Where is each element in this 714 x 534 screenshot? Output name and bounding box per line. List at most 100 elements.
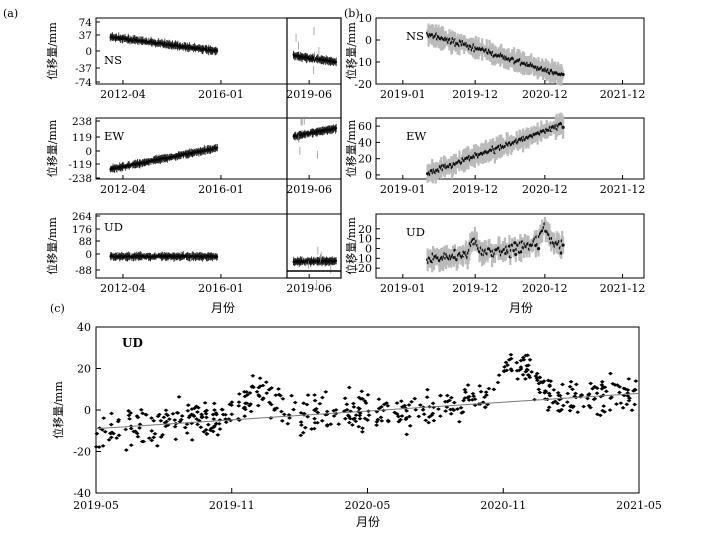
- c-UD-point: [412, 396, 418, 401]
- c-UD-point: [191, 406, 197, 411]
- c-UD-point: [357, 411, 363, 415]
- a-NS-point: [173, 44, 175, 47]
- c-UD-point: [374, 423, 379, 427]
- c-UD-point: [523, 353, 529, 358]
- c-UD-point: [223, 420, 229, 425]
- a-NS-point: [117, 37, 120, 39]
- c-UD-point: [178, 417, 184, 422]
- c-UD-point: [244, 390, 249, 394]
- a-NS-point: [142, 39, 144, 42]
- a-NS-point: [160, 41, 163, 44]
- c-UD-point: [128, 411, 134, 415]
- a-NS-point: [179, 46, 181, 49]
- c-UD-point: [535, 378, 540, 383]
- c-UD-point: [362, 416, 368, 421]
- c-UD-point: [201, 429, 207, 434]
- a-NS-point: [195, 46, 198, 48]
- c-UD-point: [360, 430, 365, 434]
- c-UD-point: [448, 407, 453, 412]
- c-UD-point: [223, 412, 228, 417]
- a-UD-point: [181, 256, 183, 258]
- c-UD-point: [356, 395, 362, 400]
- c-UD-point: [312, 420, 318, 425]
- c-UD-point: [216, 421, 222, 426]
- a-UD-ylabel: 位移量/mm: [45, 217, 59, 275]
- a-NS-point: [115, 36, 118, 39]
- c-UD-point: [256, 394, 262, 399]
- c-UD-point: [353, 413, 359, 417]
- c-UD-point: [196, 405, 201, 410]
- c-UD-point: [280, 397, 286, 401]
- a-EW-point: [198, 151, 200, 154]
- a-EW-point: [207, 148, 210, 150]
- c-UD-point: [328, 422, 334, 426]
- a-EW-point: [191, 152, 194, 155]
- b-EW-xtick-label: 2019-01: [380, 183, 426, 196]
- c-UD-point: [423, 418, 429, 423]
- c-UD-point: [607, 408, 613, 412]
- a-UD-point: [205, 256, 208, 259]
- c-UD-point: [588, 381, 594, 386]
- c-UD-point: [242, 414, 248, 418]
- c-UD-point: [482, 405, 488, 409]
- a-NS-point: [154, 41, 156, 44]
- a-EW-point: [165, 158, 168, 160]
- b-UD-axes-frame: [375, 213, 645, 279]
- c-UD-point: [594, 391, 600, 396]
- a-UD-point: [133, 254, 136, 257]
- a-UD-xtick-label: 2012-04: [100, 282, 146, 295]
- a-NS-ytick-label: -37: [75, 63, 92, 75]
- a-UD-point: [171, 256, 174, 258]
- c-UD-point: [448, 412, 454, 416]
- a-NS-axes-frame: [95, 17, 342, 85]
- a-EW-ylabel: 位移量/mm: [45, 119, 59, 177]
- c-UD-point: [575, 410, 581, 415]
- a-NS-point: [179, 44, 182, 47]
- c-UD-point: [108, 431, 114, 436]
- a-EW-ytick-label: 0: [85, 146, 92, 158]
- c-UD-point: [526, 363, 531, 368]
- c-UD-point: [100, 444, 106, 448]
- a-EW-point: [137, 163, 140, 165]
- c-UD-point: [430, 411, 436, 416]
- a-UD-point: [147, 255, 149, 257]
- c-UD-point: [471, 394, 477, 399]
- c-UD-point: [417, 403, 423, 407]
- c-UD-point: [211, 401, 217, 406]
- c-UD-point: [555, 401, 560, 406]
- c-UD-point: [312, 398, 318, 403]
- c-UD-point: [442, 399, 448, 404]
- c-UD-point: [350, 401, 356, 406]
- c-UD-point: [342, 396, 348, 401]
- a-NS-point: [145, 39, 148, 42]
- c-UD-trend-line: [95, 392, 640, 430]
- a-UD-point: [208, 254, 211, 256]
- a-EW-point: [147, 162, 149, 164]
- a-UD-point: [200, 256, 203, 259]
- c-UD-point: [229, 412, 235, 417]
- a-NS-point: [128, 40, 130, 42]
- c-UD-point: [247, 403, 252, 408]
- a-EW-point: [120, 166, 122, 169]
- b-UD-xtick-label: 2020-12: [522, 282, 568, 295]
- a-UD-point: [206, 256, 209, 258]
- a-UD-point: [187, 255, 189, 257]
- c-UD-point: [154, 444, 160, 448]
- c-UD-point: [151, 418, 157, 423]
- c-UD-point: [196, 418, 202, 423]
- a-NS-xtick-label: 2012-04: [100, 88, 146, 101]
- a-UD-point: [160, 254, 162, 257]
- a-UD-point: [179, 256, 182, 258]
- c-UD-point: [204, 415, 209, 420]
- a-UD-point: [182, 255, 184, 258]
- a-EW-point: [168, 157, 171, 159]
- c-UD-point: [505, 363, 510, 367]
- c-UD-point: [156, 412, 162, 417]
- c-UD-point: [215, 433, 221, 437]
- c-UD-point: [556, 393, 562, 398]
- a-EW-point: [122, 164, 125, 167]
- c-UD-point: [241, 406, 247, 410]
- a-EW-xtick-label: 2019-06: [286, 183, 332, 196]
- a-EW-title: EW: [104, 129, 124, 143]
- c-UD-point: [108, 435, 114, 440]
